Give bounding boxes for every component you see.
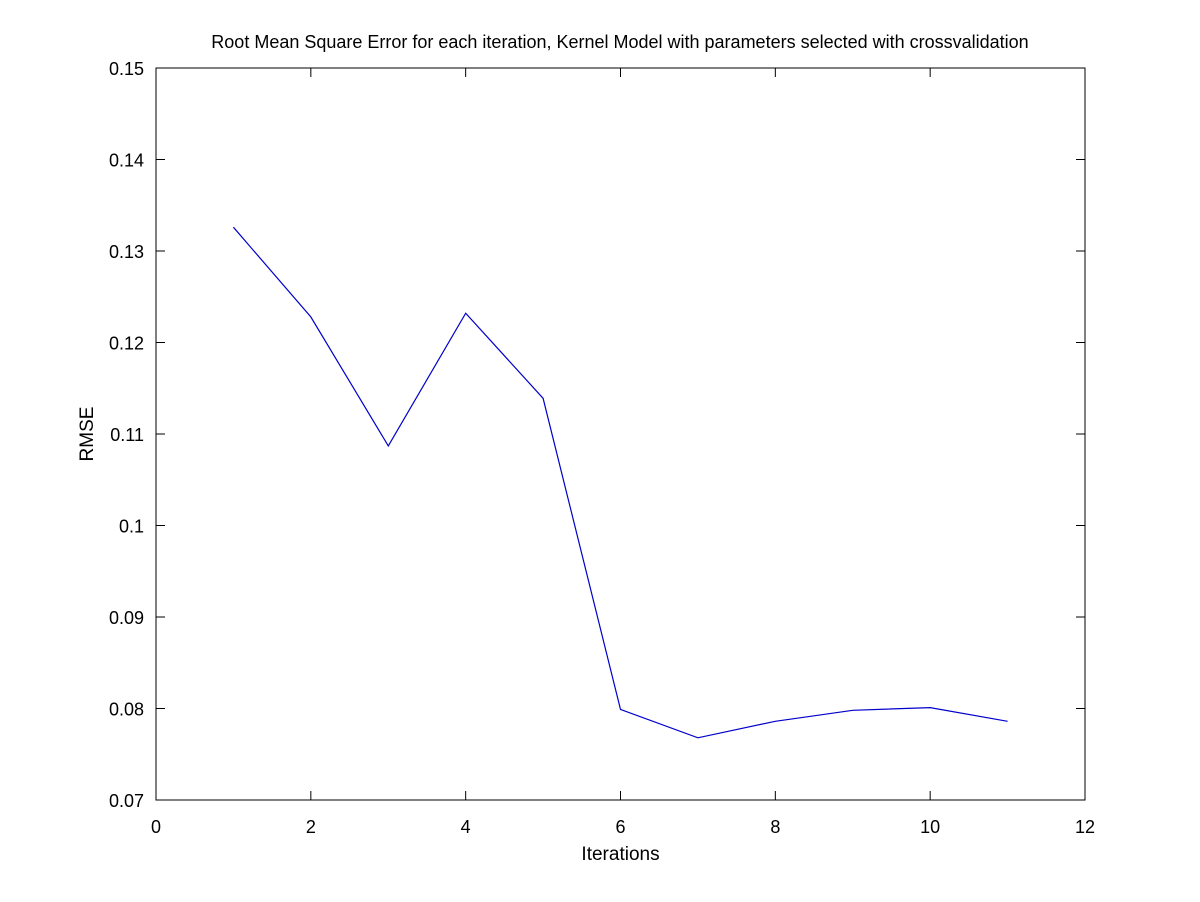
y-axis-label: RMSE xyxy=(77,407,98,462)
x-tick-label: 10 xyxy=(920,817,940,837)
y-tick-label: 0.12 xyxy=(109,334,144,354)
x-tick-label: 2 xyxy=(306,817,316,837)
series-layer xyxy=(232,226,1008,739)
y-tick-label: 0.11 xyxy=(110,425,144,445)
y-tick-label: 0.07 xyxy=(109,791,144,811)
plot-frame xyxy=(155,67,1086,801)
series-line xyxy=(232,226,1008,739)
chart-title: Root Mean Square Error for each iteratio… xyxy=(211,32,1028,52)
y-tick-label: 0.15 xyxy=(109,59,144,79)
x-tick-label: 6 xyxy=(615,817,625,837)
y-tick-label: 0.1 xyxy=(119,517,144,537)
y-tick-label: 0.14 xyxy=(109,151,144,171)
y-axis: 0.07 0.08 0.09 0.1 0.11 0.12 0.13 0.14 0.15 xyxy=(109,59,1085,811)
x-axis: 0 2 4 6 8 10 12 xyxy=(151,68,1095,837)
y-tick-label: 0.13 xyxy=(109,242,144,262)
x-tick-label: 8 xyxy=(770,817,780,837)
x-tick-label: 12 xyxy=(1075,817,1095,837)
y-tick-label: 0.08 xyxy=(109,700,144,720)
y-tick-label: 0.09 xyxy=(109,608,144,628)
x-axis-label: Iterations xyxy=(581,844,659,865)
plot-area xyxy=(155,67,1086,801)
x-tick-label: 4 xyxy=(461,817,471,837)
x-tick-label: 0 xyxy=(151,817,161,837)
